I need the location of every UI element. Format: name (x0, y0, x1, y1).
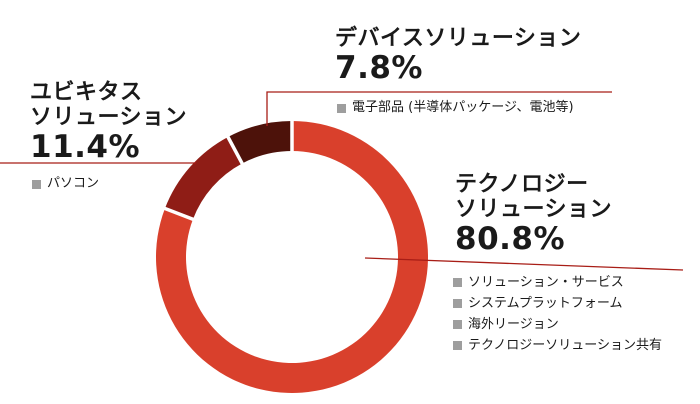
slice-ubiquitous-solution (164, 137, 243, 220)
leader-line-device (266, 91, 612, 126)
leader-line-tech (364, 257, 684, 271)
segment-percent: 7.8% (335, 50, 423, 86)
slice-separator (163, 206, 195, 222)
list-item: システムプラットフォーム (453, 293, 662, 314)
donut-slices (155, 120, 428, 394)
slice-separator (225, 135, 245, 166)
list-item: 電子部品 (半導体パッケージ、電池等) (337, 98, 581, 118)
slice-device-solution (227, 121, 292, 164)
label-ubiquitous-solution: ユビキタス ソリューション 11.4% パソコン (30, 80, 187, 194)
leader-lines (0, 91, 684, 271)
square-bullet-icon (32, 179, 41, 189)
segment-item-list: 電子部品 (半導体パッケージ、電池等) (337, 98, 581, 118)
square-bullet-icon (453, 299, 462, 308)
square-bullet-icon (453, 320, 462, 329)
list-item: 海外リージョン (453, 314, 662, 335)
segment-name: デバイスソリューション (335, 26, 582, 51)
list-item: パソコン (32, 174, 187, 194)
segment-name: テクノロジー ソリューション (455, 172, 613, 222)
segment-percent: 80.8% (455, 221, 566, 257)
square-bullet-icon (453, 341, 462, 350)
square-bullet-icon (453, 278, 462, 287)
segment-percent: 11.4% (30, 129, 141, 165)
segment-item-list: ソリューション・サービス システムプラットフォーム 海外リージョン テクノロジー… (453, 272, 662, 356)
label-device-solution: デバイスソリューション 7.8% 電子部品 (半導体パッケージ、電池等) (335, 26, 581, 118)
segment-item-list: パソコン (32, 174, 187, 194)
list-item: ソリューション・サービス (453, 272, 662, 293)
label-technology-solution: テクノロジー ソリューション 80.8% ソリューション・サービス システムプラ… (453, 172, 662, 356)
square-bullet-icon (337, 103, 346, 113)
list-item: テクノロジーソリューション共有 (453, 335, 662, 356)
segment-name: ユビキタス ソリューション (30, 80, 188, 130)
